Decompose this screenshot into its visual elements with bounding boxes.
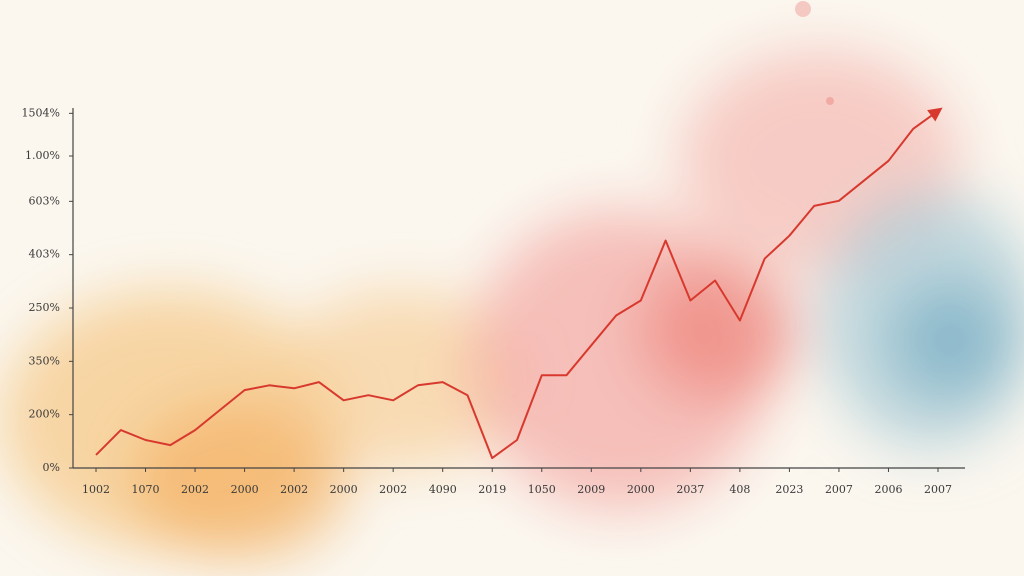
y-tick-label: 250% — [29, 301, 60, 314]
y-tick-label: 350% — [29, 354, 60, 367]
y-tick-label: 1504% — [22, 106, 60, 119]
x-tick-label: 2000 — [330, 483, 358, 496]
x-tick-label: 4090 — [429, 483, 457, 496]
y-tick-label: 603% — [29, 194, 60, 207]
x-tick-label: 2002 — [379, 483, 407, 496]
x-tick-label: 2009 — [577, 483, 605, 496]
y-tick-label: 200% — [29, 408, 60, 421]
x-tick-label: 2002 — [181, 483, 209, 496]
x-tick-label: 2000 — [627, 483, 655, 496]
x-tick-label: 2007 — [924, 483, 952, 496]
y-tick-label: 1.00% — [25, 149, 60, 162]
paint-splash — [826, 97, 834, 105]
x-tick-label: 2002 — [280, 483, 308, 496]
x-tick-label: 1070 — [132, 483, 160, 496]
watercolor-background — [0, 50, 1024, 560]
x-tick-label: 2006 — [874, 483, 902, 496]
x-tick-label: 2019 — [478, 483, 506, 496]
x-tick-label: 1050 — [528, 483, 556, 496]
x-tick-label: 2023 — [775, 483, 803, 496]
paint-splash — [795, 1, 811, 17]
x-tick-label: 2037 — [676, 483, 704, 496]
x-tick-label: 1002 — [82, 483, 110, 496]
y-tick-label: 403% — [29, 248, 60, 261]
y-tick-label: 0% — [43, 461, 60, 474]
x-tick-label: 2007 — [825, 483, 853, 496]
x-tick-label: 2000 — [231, 483, 259, 496]
x-tick-label: 408 — [729, 483, 750, 496]
data-line — [95, 107, 943, 460]
